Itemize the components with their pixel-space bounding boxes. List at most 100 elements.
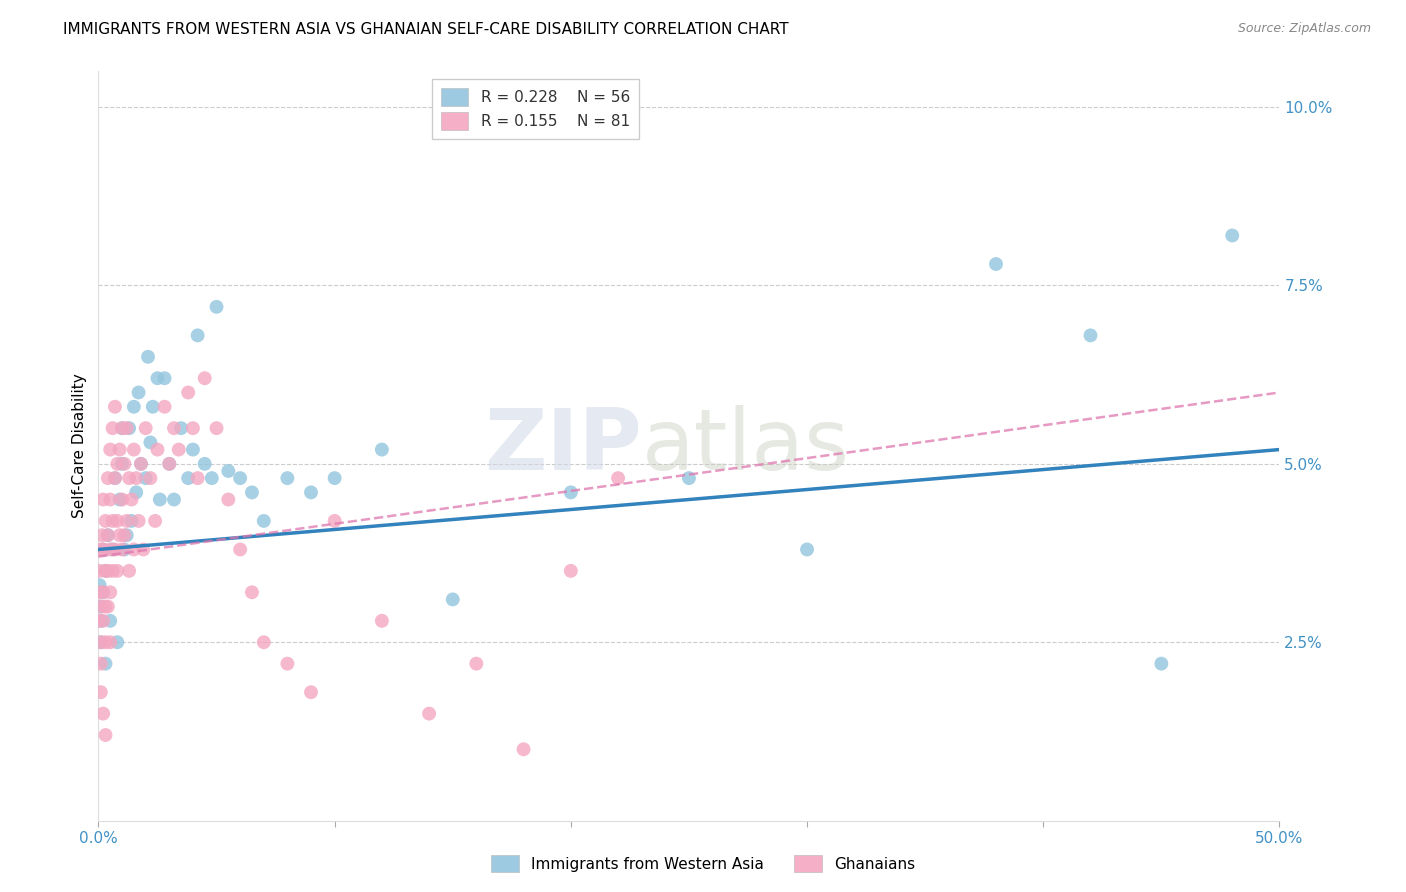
Point	[217, 492, 239, 507]
Point	[118, 564, 141, 578]
Point	[143, 514, 166, 528]
Point	[181, 421, 204, 435]
Point	[101, 564, 124, 578]
Point	[90, 635, 112, 649]
Point	[276, 657, 298, 671]
Point	[94, 564, 117, 578]
Point	[90, 614, 112, 628]
Point	[984, 257, 1007, 271]
Point	[98, 614, 121, 628]
Point	[91, 492, 114, 507]
Point	[115, 514, 138, 528]
Point	[128, 514, 150, 528]
Point	[91, 585, 114, 599]
Text: ZIP: ZIP	[484, 404, 641, 488]
Point	[105, 635, 128, 649]
Point	[101, 421, 124, 435]
Point	[104, 471, 127, 485]
Point	[90, 599, 112, 614]
Point	[163, 492, 186, 507]
Point	[177, 471, 200, 485]
Point	[253, 635, 276, 649]
Point	[129, 457, 152, 471]
Point	[299, 485, 322, 500]
Point	[142, 400, 165, 414]
Point	[135, 421, 157, 435]
Point	[105, 564, 128, 578]
Point	[187, 471, 209, 485]
Point	[170, 421, 193, 435]
Point	[90, 599, 112, 614]
Point	[128, 385, 150, 400]
Point	[157, 457, 180, 471]
Point	[149, 492, 172, 507]
Point	[132, 542, 155, 557]
Point	[98, 635, 121, 649]
Point	[560, 564, 582, 578]
Point	[560, 485, 582, 500]
Point	[163, 421, 186, 435]
Point	[418, 706, 440, 721]
Point	[91, 528, 114, 542]
Text: atlas: atlas	[641, 404, 849, 488]
Point	[94, 728, 117, 742]
Point	[240, 485, 263, 500]
Point	[371, 614, 394, 628]
Point	[105, 514, 128, 528]
Point	[217, 464, 239, 478]
Point	[104, 400, 127, 414]
Point	[194, 457, 217, 471]
Point	[112, 528, 135, 542]
Point	[90, 685, 112, 699]
Point	[121, 492, 143, 507]
Point	[105, 457, 128, 471]
Point	[111, 421, 134, 435]
Point	[157, 457, 180, 471]
Point	[87, 614, 110, 628]
Point	[229, 542, 252, 557]
Point	[465, 657, 488, 671]
Legend: Immigrants from Western Asia, Ghanaians: Immigrants from Western Asia, Ghanaians	[484, 847, 922, 880]
Point	[181, 442, 204, 457]
Point	[89, 564, 111, 578]
Point	[112, 457, 135, 471]
Point	[1080, 328, 1102, 343]
Y-axis label: Self-Care Disability: Self-Care Disability	[72, 374, 87, 518]
Point	[122, 542, 145, 557]
Point	[104, 471, 127, 485]
Point	[205, 300, 228, 314]
Point	[115, 528, 138, 542]
Point	[94, 564, 117, 578]
Point	[371, 442, 394, 457]
Point	[139, 435, 162, 450]
Point	[91, 585, 114, 599]
Point	[125, 471, 148, 485]
Point	[97, 599, 120, 614]
Point	[94, 657, 117, 671]
Point	[129, 457, 152, 471]
Point	[94, 514, 117, 528]
Point	[240, 585, 263, 599]
Point	[201, 471, 224, 485]
Point	[323, 471, 346, 485]
Text: IMMIGRANTS FROM WESTERN ASIA VS GHANAIAN SELF-CARE DISABILITY CORRELATION CHART: IMMIGRANTS FROM WESTERN ASIA VS GHANAIAN…	[63, 22, 789, 37]
Point	[122, 442, 145, 457]
Point	[299, 685, 322, 699]
Point	[678, 471, 700, 485]
Point	[607, 471, 630, 485]
Point	[97, 471, 120, 485]
Point	[91, 542, 114, 557]
Point	[115, 421, 138, 435]
Point	[136, 350, 159, 364]
Point	[187, 328, 209, 343]
Point	[90, 635, 112, 649]
Point	[89, 578, 111, 592]
Point	[122, 400, 145, 414]
Point	[108, 492, 131, 507]
Point	[111, 457, 134, 471]
Point	[104, 542, 127, 557]
Point	[146, 371, 169, 385]
Point	[97, 528, 120, 542]
Point	[101, 514, 124, 528]
Point	[91, 614, 114, 628]
